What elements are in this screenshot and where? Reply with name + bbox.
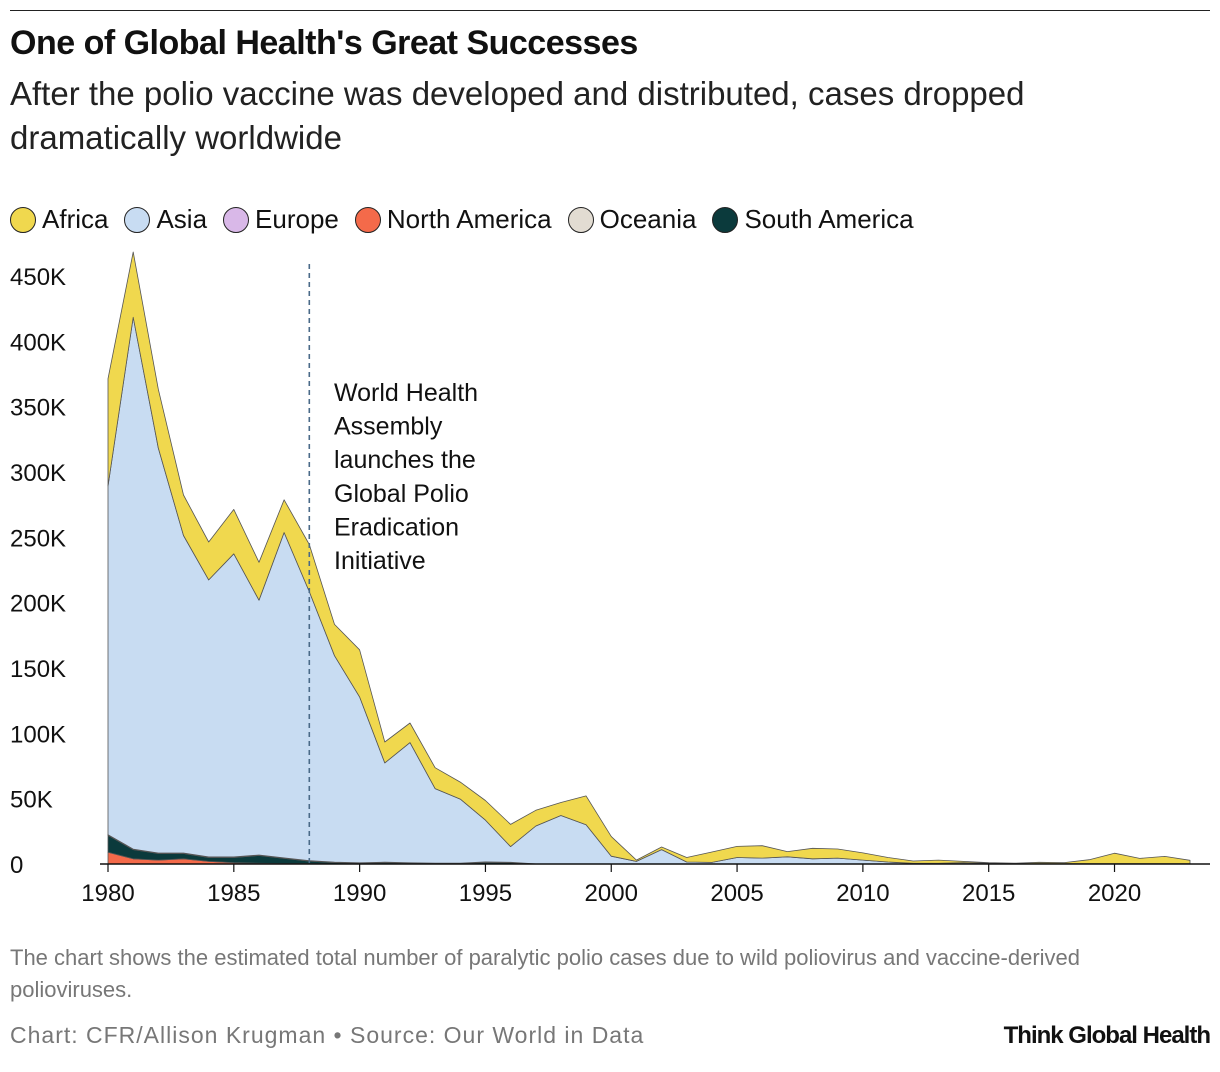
legend-item-oceania: Oceania <box>567 204 697 235</box>
x-tick-label: 2015 <box>962 880 1015 907</box>
stacked-area-chart: 0 50K 100K 150K 200K 250K 300K 350K 400K 450K 1980… <box>10 251 1210 907</box>
chart-title: One of Global Health's Great Successes <box>10 24 638 62</box>
chart-subtitle: After the polio vaccine was developed an… <box>10 75 1025 156</box>
y-tick-label: 50K <box>10 787 53 814</box>
annotation-text-line: launches the <box>334 446 476 474</box>
annotation-text-line: Assembly <box>334 413 443 441</box>
y-tick-label: 300K <box>10 460 66 487</box>
legend-label-asia: Asia <box>156 204 208 234</box>
legend-label-north-america: North America <box>386 204 552 234</box>
legend-swatch-north-america <box>354 206 381 233</box>
top-rule <box>10 10 1210 11</box>
annotation-text-line: World Health <box>334 379 478 407</box>
x-tick-label: 1980 <box>81 880 134 907</box>
y-tick-label: 350K <box>10 395 66 422</box>
y-tick-label: 400K <box>10 329 66 356</box>
legend-swatch-africa <box>10 206 36 233</box>
legend-label-europe: Europe <box>255 204 339 234</box>
x-tick-label: 1995 <box>459 880 512 907</box>
y-tick-label: 150K <box>10 656 66 683</box>
brand-logo: Think Global Health <box>1003 1022 1211 1049</box>
y-tick-label: 100K <box>10 721 66 748</box>
legend-label-africa: Africa <box>42 204 109 234</box>
legend-swatch-asia <box>124 206 151 233</box>
x-tick-label: 2000 <box>585 880 638 907</box>
annotation-text-line: Eradication <box>334 513 459 541</box>
y-tick-label: 450K <box>10 264 66 291</box>
legend-swatch-south-america <box>712 206 739 233</box>
legend-swatch-oceania <box>567 206 594 233</box>
legend-label-south-america: South America <box>744 204 914 234</box>
legend-item-africa: Africa <box>10 204 108 235</box>
y-tick-label: 250K <box>10 525 66 552</box>
legend-item-north-america: North America <box>354 204 552 235</box>
legend-item-asia: Asia <box>124 204 207 235</box>
y-tick-label: 200K <box>10 591 66 618</box>
y-tick-label: 0 <box>10 852 23 879</box>
x-tick-label: 1990 <box>333 880 386 907</box>
legend: Africa Asia Europe North America Oceania… <box>10 204 930 235</box>
x-tick-label: 2010 <box>836 880 889 907</box>
chart-credit: Chart: CFR/Allison Krugman • Source: Our… <box>10 1022 645 1048</box>
x-tick-label: 2005 <box>710 880 763 907</box>
legend-item-south-america: South America <box>712 204 914 235</box>
chart-note: The chart shows the estimated total numb… <box>10 945 1080 1002</box>
x-tick-label: 1985 <box>207 880 260 907</box>
annotation-text-line: Global Polio <box>334 480 469 508</box>
x-tick-label: 2020 <box>1088 880 1141 907</box>
legend-swatch-europe <box>223 206 250 233</box>
area-series-asia <box>107 316 1191 865</box>
annotation-text-line: Initiative <box>334 547 426 575</box>
legend-item-europe: Europe <box>223 204 339 235</box>
legend-label-oceania: Oceania <box>599 204 697 234</box>
